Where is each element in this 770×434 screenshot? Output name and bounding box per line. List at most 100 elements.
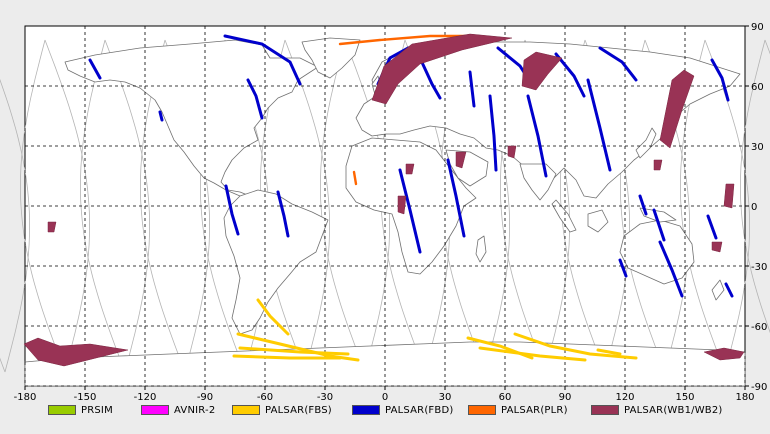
lon-tick-label: 90 <box>559 392 572 403</box>
lon-tick-label: -150 <box>74 392 97 403</box>
wb-swath <box>653 159 663 171</box>
borneo <box>587 209 609 233</box>
fbs-swath <box>478 346 587 362</box>
fbd-swath <box>598 46 638 82</box>
palsar-wb-swaths <box>23 33 745 367</box>
legend-swatch <box>48 405 76 415</box>
legend-label: PALSAR(FBD) <box>385 404 454 416</box>
wb-swath <box>507 145 517 159</box>
south-america <box>223 189 329 335</box>
fbs-swath <box>236 332 360 362</box>
fbd-swath <box>526 94 548 178</box>
lon-tick-label: -60 <box>257 392 273 403</box>
legend-label: PALSAR(WB1/WB2) <box>624 404 723 416</box>
japan <box>635 127 657 159</box>
fbd-swath <box>658 240 684 298</box>
fbd-swath <box>618 258 628 278</box>
fbd-swath <box>276 190 290 238</box>
wb-swath <box>659 69 695 149</box>
lat-tick-label: 90 <box>751 22 764 33</box>
fbd-swath <box>706 214 718 240</box>
legend-item: PALSAR(FBD) <box>352 403 453 417</box>
lon-tick-label: 150 <box>675 392 694 403</box>
orbit-track <box>20 39 66 373</box>
india <box>519 163 557 201</box>
graticule <box>24 25 746 387</box>
lon-tick-label: -30 <box>317 392 333 403</box>
fbs-swath <box>513 332 638 360</box>
legend-item: AVNIR-2 <box>141 403 215 417</box>
wb-swath <box>723 183 735 209</box>
legend-label: AVNIR-2 <box>174 404 216 416</box>
wb-swath <box>405 163 415 175</box>
fbd-swath <box>724 282 734 298</box>
fbd-swath <box>158 110 164 122</box>
legend-swatch <box>352 405 380 415</box>
palsar-fbs-swaths <box>232 298 638 362</box>
fbd-swath <box>398 168 422 254</box>
wb-swath <box>711 241 723 253</box>
fbd-swath <box>488 94 498 172</box>
lat-tick-label: 60 <box>751 82 764 93</box>
orbit-track <box>0 357 6 373</box>
orbit-track <box>0 78 30 373</box>
fbs-swath <box>232 354 342 360</box>
wb-swath <box>703 347 745 361</box>
lat-tick-label: 0 <box>751 202 757 213</box>
legend-item: PRSIM <box>48 403 113 417</box>
lon-tick-label: -180 <box>14 392 37 403</box>
orbit-track <box>284 39 330 373</box>
new-zealand <box>711 279 725 301</box>
madagascar <box>475 235 487 263</box>
legend-item: PALSAR(WB1/WB2) <box>591 403 723 417</box>
wb-swath <box>521 51 563 91</box>
legend-label: PRSIM <box>81 404 113 416</box>
fbs-swath <box>256 298 290 336</box>
fbd-swath <box>446 158 466 238</box>
lon-tick-label: 60 <box>499 392 512 403</box>
orbit-track <box>44 39 90 373</box>
fbd-swath <box>468 70 476 108</box>
legend: PRSIM AVNIR-2 PALSAR(FBS) PALSAR(FBD) PALSAR… <box>0 400 770 420</box>
plr-swath <box>352 170 358 186</box>
orbit-track <box>104 39 150 373</box>
plr-swath <box>338 34 472 46</box>
lon-tick-label: -120 <box>134 392 157 403</box>
new-guinea <box>639 207 677 223</box>
sumatra <box>551 199 577 233</box>
fbs-swath <box>238 346 350 356</box>
fbd-swath <box>638 194 648 216</box>
lat-tick-label: -60 <box>751 322 767 333</box>
lon-tick-label: -90 <box>197 392 213 403</box>
wb-swath <box>47 221 57 233</box>
lon-tick-label: 180 <box>735 392 754 403</box>
wb-swath <box>397 195 407 215</box>
fbd-swath <box>223 34 302 86</box>
legend-label: PALSAR(PLR) <box>501 404 568 416</box>
fbd-swath <box>554 52 586 98</box>
fbd-swath <box>246 78 264 120</box>
fbd-swath <box>224 184 240 236</box>
fbd-swath <box>710 58 730 102</box>
fbd-swath <box>88 58 102 80</box>
legend-swatch <box>232 405 260 415</box>
fbs-swath <box>596 348 622 356</box>
palsar-plr-swaths <box>338 34 472 186</box>
lon-tick-label: 120 <box>615 392 634 403</box>
legend-swatch <box>468 405 496 415</box>
map-axes: -180 -150 -120 -90 -60 -30 0 30 60 90 120 150 180 90 6… <box>14 22 768 403</box>
legend-item: PALSAR(FBS) <box>232 403 332 417</box>
wb-swath <box>371 33 513 105</box>
legend-swatch <box>141 405 169 415</box>
legend-item: PALSAR(PLR) <box>468 403 568 417</box>
fbd-swath <box>586 78 612 172</box>
fbd-swath <box>652 208 666 242</box>
wb-swath <box>455 151 467 169</box>
greenland <box>301 37 361 79</box>
legend-label: PALSAR(FBS) <box>265 404 332 416</box>
lat-tick-label: -30 <box>751 262 767 273</box>
lon-tick-label: 30 <box>439 392 452 403</box>
lon-tick-label: 0 <box>382 392 388 403</box>
